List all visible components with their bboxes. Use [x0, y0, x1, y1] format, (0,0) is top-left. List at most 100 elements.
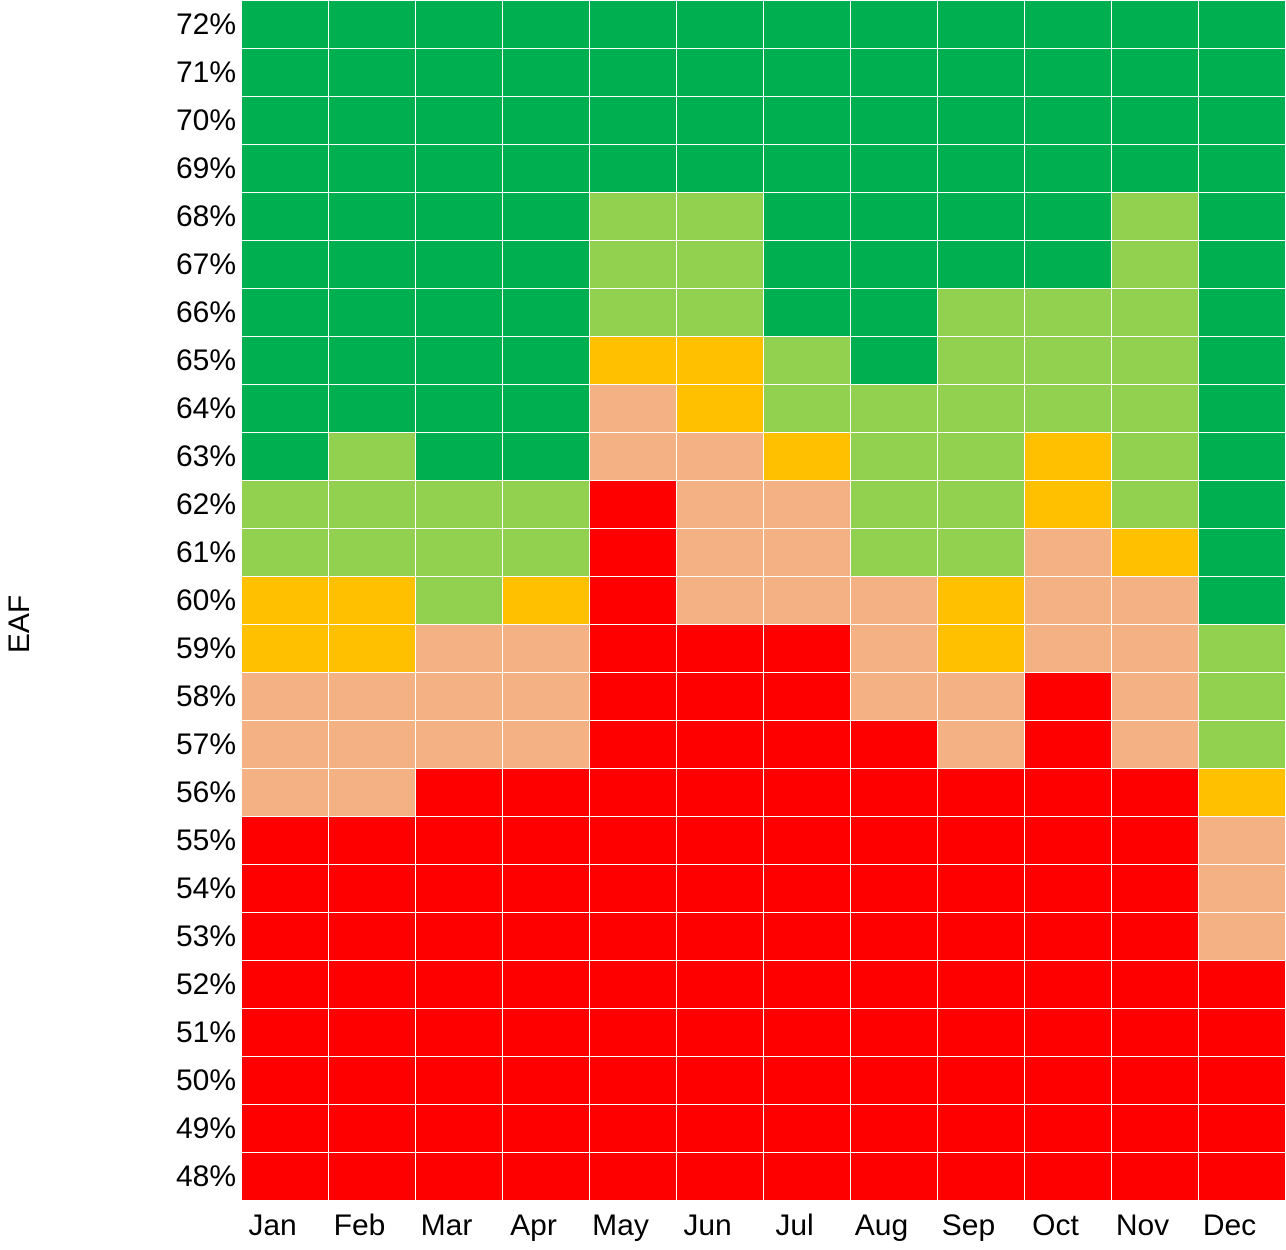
heatmap-cell: [677, 673, 764, 721]
heatmap-cell: [590, 865, 677, 913]
x-tick-label: Mar: [420, 1209, 473, 1242]
heatmap-cell: [938, 1009, 1025, 1057]
heatmap-cell: [242, 721, 329, 769]
y-tick-label: 55%: [175, 824, 236, 857]
heatmap-cell: [242, 1057, 329, 1105]
heatmap-cell: [851, 625, 938, 673]
heatmap-cell: [764, 385, 851, 433]
heatmap-cell: [1112, 721, 1199, 769]
y-tick-label: 65%: [175, 344, 236, 377]
heatmap-cell: [764, 577, 851, 625]
heatmap-cell: [1199, 337, 1286, 385]
heatmap-cell: [242, 97, 329, 145]
heatmap-cell: [590, 241, 677, 289]
heatmap-cell: [1199, 1105, 1286, 1153]
x-tick-label: Dec: [1202, 1209, 1257, 1242]
heatmap-cell: [1199, 865, 1286, 913]
heatmap-cell: [1199, 1009, 1286, 1057]
heatmap-cell: [677, 193, 764, 241]
y-tick-label: 57%: [175, 728, 236, 761]
heatmap-cell: [851, 673, 938, 721]
heatmap-cell: [1112, 241, 1199, 289]
heatmap-cell: [242, 481, 329, 529]
heatmap-cell: [1025, 97, 1112, 145]
heatmap-cell: [1112, 625, 1199, 673]
heatmap-cell: [590, 625, 677, 673]
heatmap-cell: [851, 1009, 938, 1057]
heatmap-cell: [851, 241, 938, 289]
heatmap-cell: [503, 625, 590, 673]
x-tick-label: Sep: [941, 1209, 996, 1242]
heatmap-cell: [329, 289, 416, 337]
heatmap-cell: [764, 529, 851, 577]
heatmap-cell: [677, 1105, 764, 1153]
heatmap-cell: [1199, 913, 1286, 961]
heatmap-cell: [1025, 673, 1112, 721]
heatmap-cell: [590, 913, 677, 961]
y-tick-label: 62%: [175, 488, 236, 521]
heatmap-cell: [416, 577, 503, 625]
heatmap-cell: [764, 817, 851, 865]
heatmap-cell: [590, 289, 677, 337]
heatmap-cell: [329, 625, 416, 673]
heatmap-cell: [938, 625, 1025, 673]
heatmap-cell: [242, 49, 329, 97]
heatmap-cell: [1025, 865, 1112, 913]
heatmap-cell: [764, 769, 851, 817]
heatmap-cell: [329, 961, 416, 1009]
heatmap-cell: [242, 337, 329, 385]
heatmap-cell: [764, 1105, 851, 1153]
heatmap-cell: [590, 1057, 677, 1105]
heatmap-cell: [764, 1153, 851, 1201]
heatmap-cell: [938, 193, 1025, 241]
heatmap-cell: [677, 289, 764, 337]
heatmap-cell: [1112, 529, 1199, 577]
heatmap-cell: [764, 49, 851, 97]
heatmap-cell: [938, 481, 1025, 529]
heatmap-cell: [1112, 769, 1199, 817]
heatmap-cell: [1025, 1105, 1112, 1153]
heatmap-cell: [242, 817, 329, 865]
heatmap-cell: [938, 1, 1025, 49]
heatmap-cell: [851, 721, 938, 769]
y-tick-label: 71%: [175, 56, 236, 89]
heatmap-cell: [242, 1153, 329, 1201]
heatmap-cell: [416, 769, 503, 817]
heatmap-cell: [242, 1009, 329, 1057]
heatmap-cell: [416, 1057, 503, 1105]
heatmap-cell: [677, 529, 764, 577]
y-tick-label: 70%: [175, 104, 236, 137]
heatmap-cell: [851, 961, 938, 1009]
heatmap-cell: [242, 145, 329, 193]
heatmap-cell: [1199, 961, 1286, 1009]
heatmap-cell: [764, 97, 851, 145]
heatmap-cell: [503, 49, 590, 97]
heatmap-cell: [677, 817, 764, 865]
heatmap-cell: [1199, 97, 1286, 145]
heatmap-cell: [764, 241, 851, 289]
heatmap-cell: [851, 481, 938, 529]
heatmap-cell: [1112, 673, 1199, 721]
heatmap-cell: [677, 1153, 764, 1201]
heatmap-cell: [590, 97, 677, 145]
heatmap-cell: [938, 817, 1025, 865]
heatmap-cell: [1025, 481, 1112, 529]
heatmap-cell: [1199, 673, 1286, 721]
heatmap-cell: [1025, 913, 1112, 961]
heatmap-cell: [1112, 865, 1199, 913]
heatmap-cell: [1025, 721, 1112, 769]
heatmap-cell: [764, 481, 851, 529]
heatmap-cell: [938, 289, 1025, 337]
heatmap-cell: [503, 721, 590, 769]
heatmap-cell: [503, 481, 590, 529]
heatmap-cell: [242, 673, 329, 721]
heatmap-cell: [938, 961, 1025, 1009]
x-tick-label: Oct: [1032, 1209, 1079, 1242]
heatmap-cell: [1025, 1057, 1112, 1105]
heatmap-cell: [416, 97, 503, 145]
heatmap-cell: [329, 385, 416, 433]
heatmap-cell: [242, 193, 329, 241]
heatmap-cell: [416, 289, 503, 337]
y-tick-label: 72%: [175, 8, 236, 41]
heatmap-cell: [1199, 193, 1286, 241]
